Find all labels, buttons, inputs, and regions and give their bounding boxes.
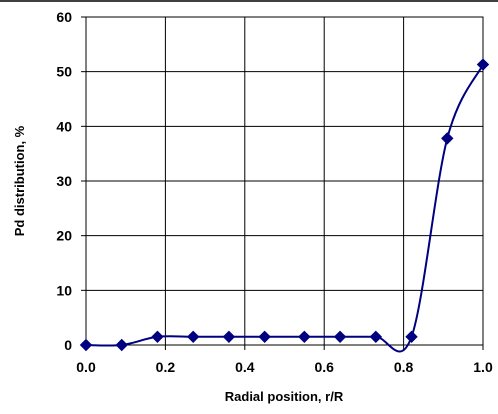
data-point-marker (222, 330, 236, 344)
x-tick-label: 0.6 (314, 359, 334, 375)
y-tick-label: 50 (56, 64, 72, 80)
x-tick-label: 0.2 (156, 359, 176, 375)
data-point-marker (369, 330, 383, 344)
data-point-marker (258, 330, 271, 344)
x-tick-label: 0.8 (394, 359, 414, 375)
y-tick-label: 10 (56, 282, 72, 298)
data-point-marker (115, 338, 128, 352)
data-point-marker (186, 330, 200, 344)
x-tick-label: 1.0 (473, 359, 493, 375)
data-point-marker (333, 330, 347, 344)
y-tick-label: 60 (56, 9, 72, 25)
x-tick-label: 0.0 (76, 359, 96, 375)
tick-labels: 0.0 0.2 0.4 0.6 0.8 1.0 0 10 20 30 40 50 60 (56, 9, 493, 375)
data-point-marker (151, 330, 164, 344)
data-point-marker (405, 330, 418, 344)
data-point-marker (476, 58, 490, 71)
axes (81, 16, 484, 350)
y-tick-label: 20 (56, 228, 72, 244)
data-series (79, 58, 490, 353)
y-axis-title: Pd distribution, % (12, 125, 27, 236)
data-point-marker (441, 132, 454, 145)
y-tick-label: 30 (56, 173, 72, 189)
x-axis-title: Radial position, r/R (225, 389, 344, 404)
y-tick-label: 40 (56, 118, 72, 134)
data-point-marker (298, 330, 311, 344)
x-tick-label: 0.4 (235, 359, 255, 375)
y-tick-label: 0 (64, 337, 72, 353)
data-point-marker (79, 338, 93, 352)
gridlines (86, 17, 483, 345)
